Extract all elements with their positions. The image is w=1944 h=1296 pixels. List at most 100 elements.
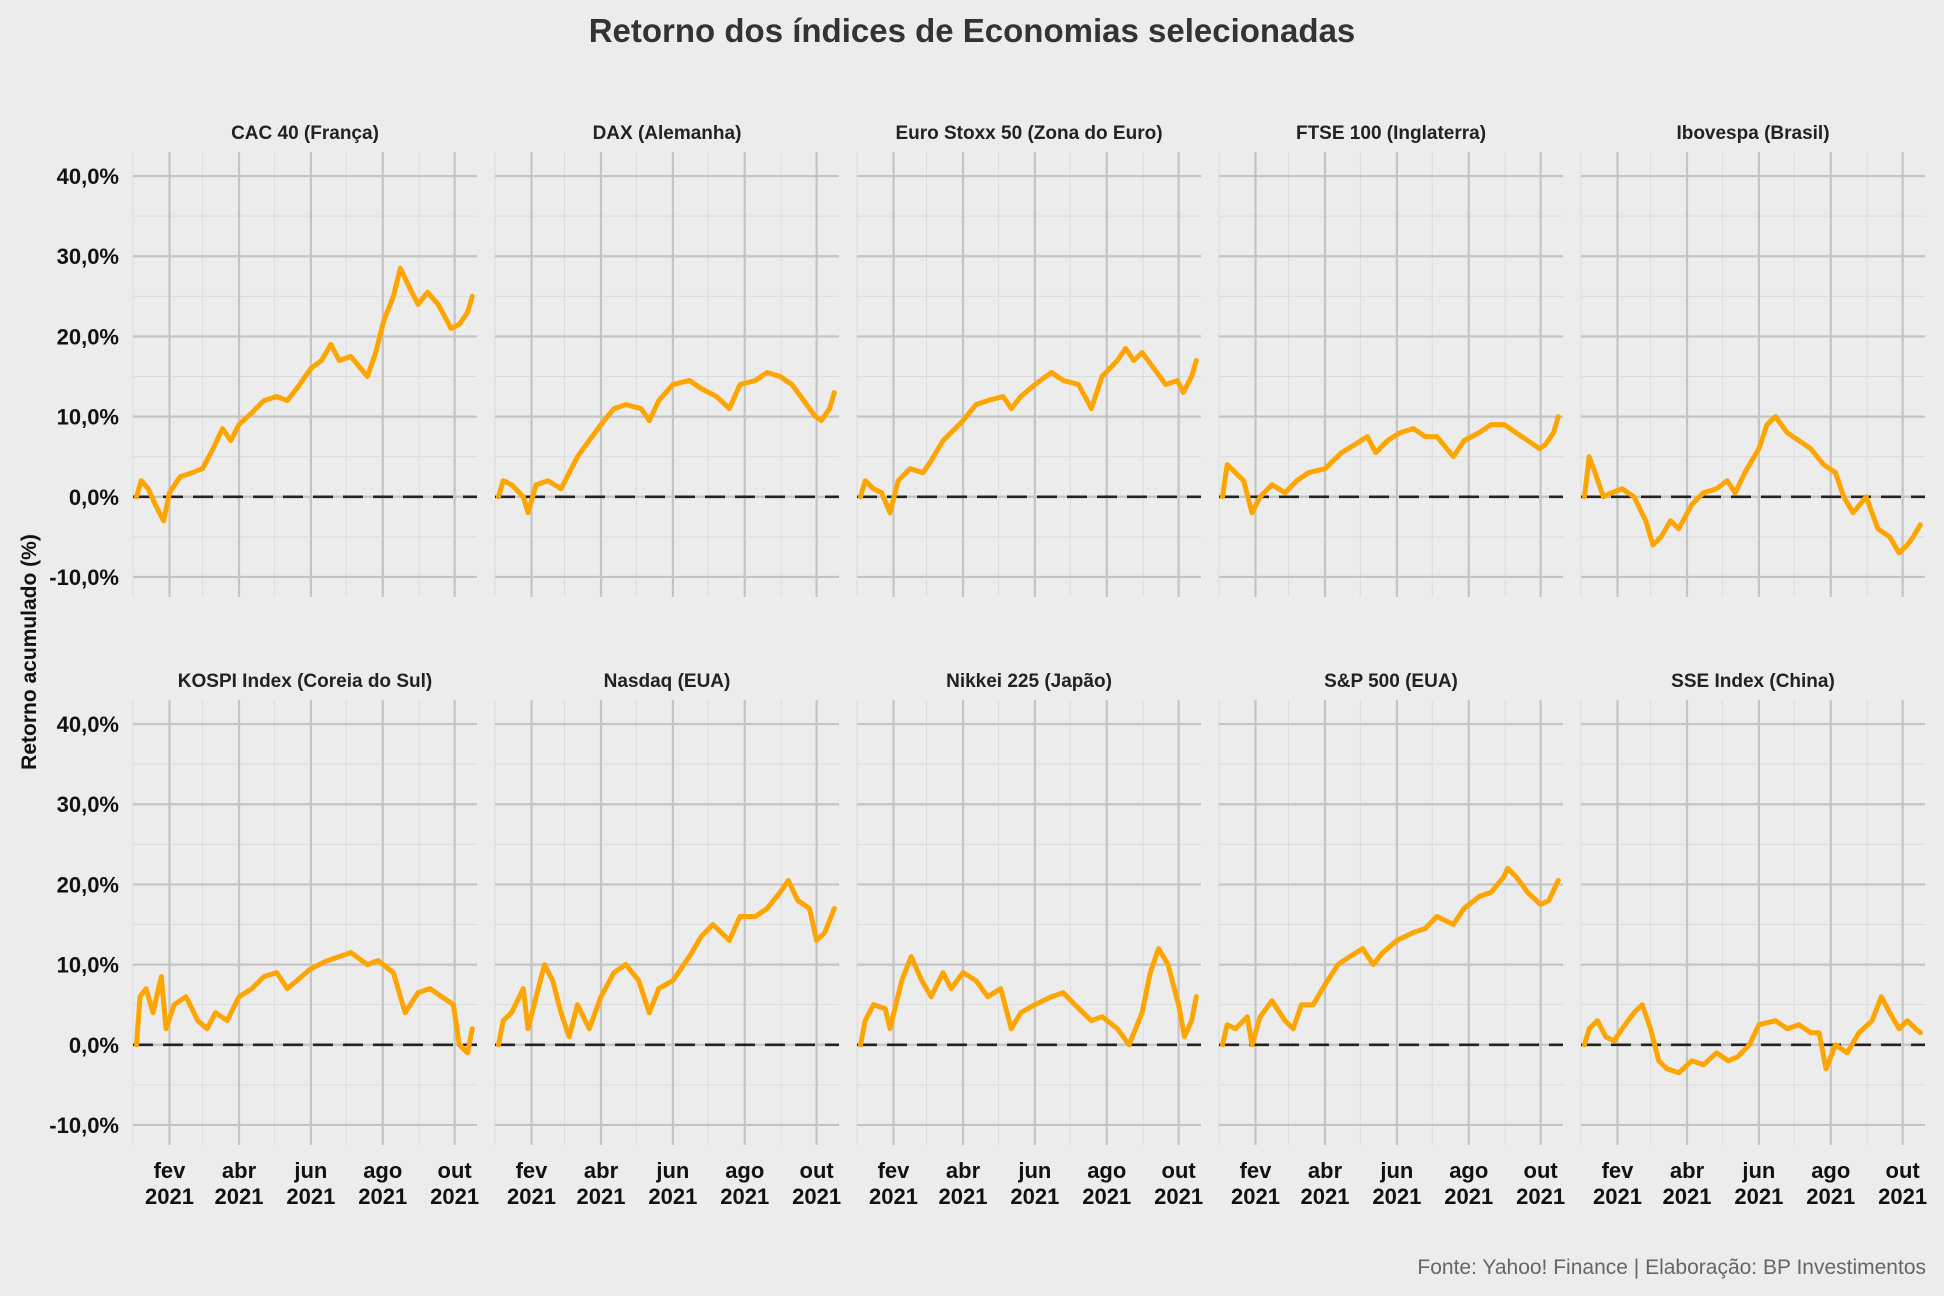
x-tick-label-month: fev bbox=[154, 1158, 187, 1183]
x-tick-label-year: 2021 bbox=[286, 1184, 335, 1209]
x-tick-label-year: 2021 bbox=[1806, 1184, 1855, 1209]
panel-10-series-line bbox=[1582, 994, 1923, 1076]
x-tick-label-year: 2021 bbox=[1516, 1184, 1565, 1209]
x-tick-label-year: 2021 bbox=[720, 1184, 769, 1209]
x-tick-label-month: fev bbox=[1602, 1158, 1635, 1183]
panel-2-series-line bbox=[496, 370, 837, 516]
x-tick-label-month: ago bbox=[1087, 1158, 1126, 1183]
x-tick-label-month: out bbox=[1886, 1158, 1921, 1183]
panel-1-series-line bbox=[134, 265, 475, 524]
panel-9: S&P 500 (EUA)fev2021abr2021jun2021ago202… bbox=[1218, 671, 1565, 1209]
panel-3: Euro Stoxx 50 (Zona do Euro) bbox=[856, 123, 1201, 597]
y-tick-label: -10,0% bbox=[49, 1113, 119, 1138]
y-tick-label: -10,0% bbox=[49, 565, 119, 590]
x-tick-label-month: ago bbox=[1811, 1158, 1850, 1183]
panel-4: FTSE 100 (Inglaterra) bbox=[1218, 123, 1563, 597]
x-tick-label-month: abr bbox=[222, 1158, 257, 1183]
x-tick-label-year: 2021 bbox=[430, 1184, 479, 1209]
x-tick-label-year: 2021 bbox=[215, 1184, 264, 1209]
panel-9-background bbox=[1219, 700, 1563, 1145]
panel-2-background bbox=[495, 152, 839, 597]
panel-8: Nikkei 225 (Japão)fev2021abr2021jun2021a… bbox=[856, 671, 1203, 1209]
panel-9-series-line bbox=[1220, 865, 1561, 1048]
panel-7-series-line bbox=[496, 877, 837, 1048]
x-tick-label-month: jun bbox=[293, 1158, 327, 1183]
x-tick-label-month: jun bbox=[655, 1158, 689, 1183]
x-tick-label-month: out bbox=[1162, 1158, 1197, 1183]
panel-4-series-line bbox=[1220, 414, 1561, 516]
x-tick-label-year: 2021 bbox=[1372, 1184, 1421, 1209]
panel-10-title: SSE Index (China) bbox=[1671, 671, 1835, 692]
panel-3-title: Euro Stoxx 50 (Zona do Euro) bbox=[895, 123, 1162, 144]
x-tick-label-month: abr bbox=[1308, 1158, 1343, 1183]
y-tick-label: 20,0% bbox=[57, 324, 119, 349]
panel-10-background bbox=[1581, 700, 1925, 1145]
x-tick-label-month: abr bbox=[1670, 1158, 1705, 1183]
x-tick-label-year: 2021 bbox=[1734, 1184, 1783, 1209]
x-tick-label-year: 2021 bbox=[1301, 1184, 1350, 1209]
panel-1: CAC 40 (França) -10,0% 0,0% 10,0% 20,0% 30,0%… bbox=[49, 123, 477, 597]
panel-6-series-line bbox=[134, 950, 475, 1056]
chart-title: Retorno dos índices de Economias selecio… bbox=[589, 12, 1356, 49]
x-tick-label-month: ago bbox=[1449, 1158, 1488, 1183]
y-tick-label: 30,0% bbox=[57, 244, 119, 269]
panel-1-title: CAC 40 (França) bbox=[231, 123, 379, 144]
y-tick-label: 40,0% bbox=[57, 164, 119, 189]
x-tick-label-month: jun bbox=[1741, 1158, 1775, 1183]
panel-8-series-line bbox=[858, 946, 1199, 1048]
panel-6-background bbox=[133, 700, 477, 1145]
x-tick-label-year: 2021 bbox=[507, 1184, 556, 1209]
panel-7-background bbox=[495, 700, 839, 1145]
panel-4-background bbox=[1219, 152, 1563, 597]
x-tick-label-month: ago bbox=[725, 1158, 764, 1183]
panel-6-title: KOSPI Index (Coreia do Sul) bbox=[178, 671, 432, 692]
x-tick-label-month: abr bbox=[946, 1158, 981, 1183]
panel-5-title: Ibovespa (Brasil) bbox=[1676, 123, 1829, 144]
y-tick-label: 20,0% bbox=[57, 872, 119, 897]
x-tick-label-year: 2021 bbox=[1878, 1184, 1927, 1209]
panel-3-series-line bbox=[858, 345, 1199, 516]
x-tick-label-month: out bbox=[1524, 1158, 1559, 1183]
x-tick-label-year: 2021 bbox=[577, 1184, 626, 1209]
y-tick-label: 0,0% bbox=[69, 1033, 119, 1058]
x-tick-label-year: 2021 bbox=[1663, 1184, 1712, 1209]
x-tick-label-year: 2021 bbox=[792, 1184, 841, 1209]
x-tick-label-year: 2021 bbox=[145, 1184, 194, 1209]
x-tick-label-month: jun bbox=[1017, 1158, 1051, 1183]
x-tick-label-year: 2021 bbox=[1010, 1184, 1059, 1209]
y-tick-label: 0,0% bbox=[69, 485, 119, 510]
y-tick-label: 10,0% bbox=[57, 953, 119, 978]
panel-3-background bbox=[857, 152, 1201, 597]
x-tick-label-year: 2021 bbox=[869, 1184, 918, 1209]
y-axis-label: Retorno acumulado (%) bbox=[18, 534, 41, 770]
panel-8-background bbox=[857, 700, 1201, 1145]
panel-2-title: DAX (Alemanha) bbox=[593, 123, 742, 144]
x-tick-label-month: jun bbox=[1379, 1158, 1413, 1183]
x-tick-label-year: 2021 bbox=[939, 1184, 988, 1209]
panels: CAC 40 (França) -10,0% 0,0% 10,0% 20,0% 30,0%… bbox=[49, 123, 1927, 1209]
y-tick-label: 30,0% bbox=[57, 792, 119, 817]
panel-10: SSE Index (China)fev2021abr2021jun2021ag… bbox=[1580, 671, 1927, 1209]
x-tick-label-month: abr bbox=[584, 1158, 619, 1183]
x-tick-label-month: ago bbox=[363, 1158, 402, 1183]
x-tick-label-year: 2021 bbox=[648, 1184, 697, 1209]
chart-caption: Fonte: Yahoo! Finance | Elaboração: BP I… bbox=[1417, 1256, 1926, 1279]
x-tick-label-month: fev bbox=[878, 1158, 911, 1183]
panel-4-title: FTSE 100 (Inglaterra) bbox=[1296, 123, 1486, 144]
x-tick-label-year: 2021 bbox=[1444, 1184, 1493, 1209]
x-tick-label-year: 2021 bbox=[1082, 1184, 1131, 1209]
x-tick-label-month: fev bbox=[1240, 1158, 1273, 1183]
y-tick-label: 40,0% bbox=[57, 712, 119, 737]
x-tick-label-year: 2021 bbox=[1231, 1184, 1280, 1209]
panel-7-title: Nasdaq (EUA) bbox=[604, 671, 731, 692]
y-tick-label: 10,0% bbox=[57, 405, 119, 430]
panel-8-title: Nikkei 225 (Japão) bbox=[946, 671, 1112, 692]
x-tick-label-month: fev bbox=[516, 1158, 549, 1183]
x-tick-label-month: out bbox=[800, 1158, 835, 1183]
panel-5: Ibovespa (Brasil) bbox=[1580, 123, 1925, 597]
panel-5-series-line bbox=[1582, 414, 1923, 556]
x-tick-label-month: out bbox=[438, 1158, 473, 1183]
panel-7: Nasdaq (EUA)fev2021abr2021jun2021ago2021… bbox=[494, 671, 841, 1209]
panel-9-title: S&P 500 (EUA) bbox=[1324, 671, 1458, 692]
x-tick-label-year: 2021 bbox=[1154, 1184, 1203, 1209]
